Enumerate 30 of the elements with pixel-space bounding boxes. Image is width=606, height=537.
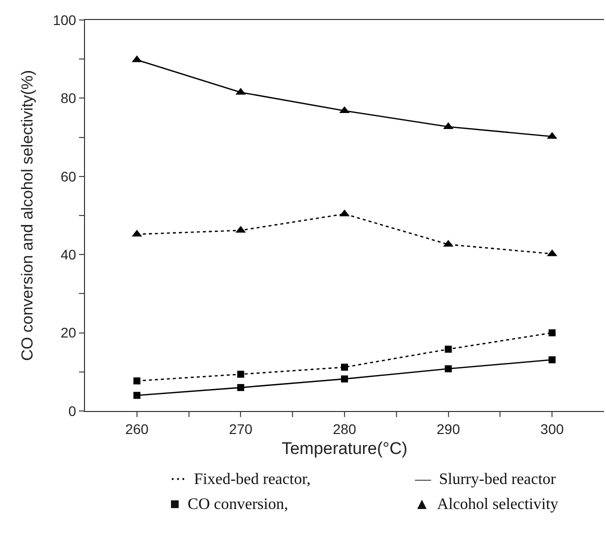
point	[548, 329, 556, 336]
point	[548, 356, 556, 364]
text: ⋯ Fixed-bed reactor,	[170, 471, 311, 488]
x-tick-label: 300	[540, 420, 564, 437]
text: — Slurry-bed reactor	[414, 471, 557, 488]
y-tick-label: 60	[60, 168, 76, 184]
x-tick-label: 260	[125, 420, 149, 437]
point	[133, 377, 140, 384]
point	[444, 365, 452, 372]
point	[237, 370, 244, 378]
point	[341, 364, 348, 371]
x-tick-label: 280	[332, 420, 356, 437]
x-tick-label: 270	[229, 420, 253, 437]
y-axis-title: CO conversion and alcohol selectivity(%)	[20, 70, 37, 361]
point	[133, 392, 140, 399]
point	[341, 375, 348, 382]
y-tick-label: 20	[60, 324, 76, 341]
y-tick-label: 40	[60, 246, 76, 262]
x-tick-label: 290	[436, 420, 460, 437]
y-tick-label: 100	[52, 12, 76, 28]
x-axis-title: Temperature(°C)	[282, 439, 408, 458]
text: ▲ Alcohol selectivity	[414, 496, 558, 513]
y-tick-label: 80	[60, 90, 76, 106]
point	[236, 88, 246, 95]
point	[444, 346, 452, 353]
text: ■ CO conversion,	[170, 496, 288, 513]
y-tick-label: 0	[68, 402, 76, 419]
point	[237, 384, 244, 392]
point	[236, 226, 246, 233]
point	[443, 240, 454, 247]
